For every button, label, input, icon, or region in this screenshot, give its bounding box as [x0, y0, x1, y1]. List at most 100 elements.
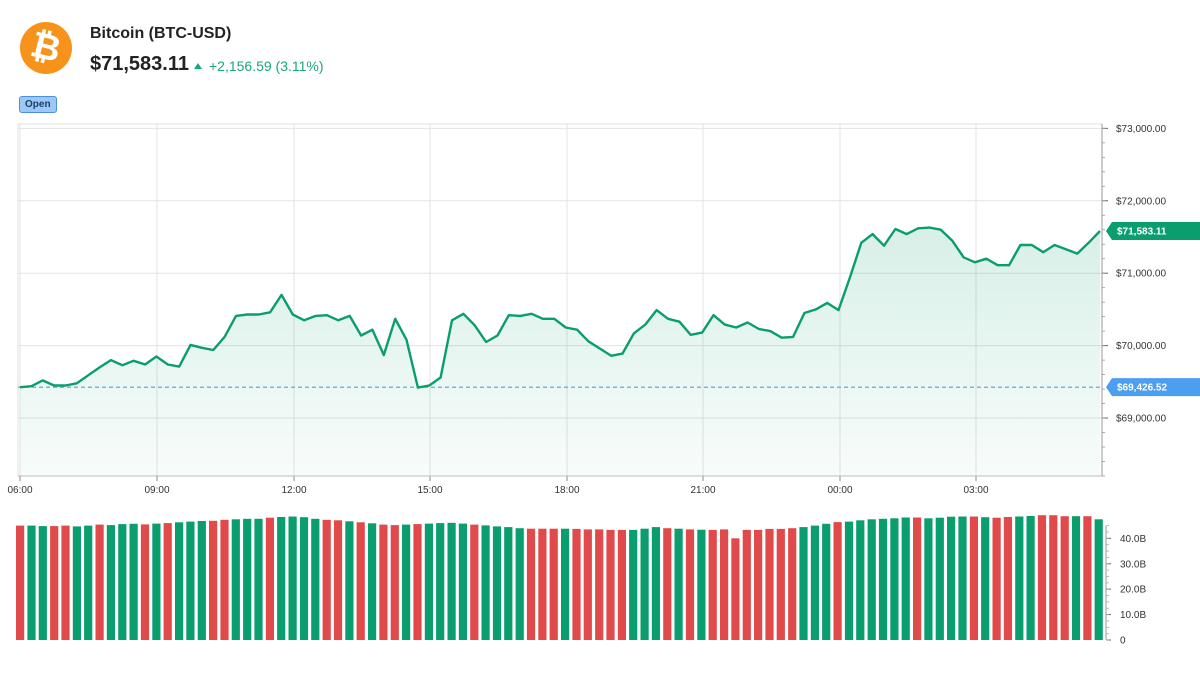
- volume-bar: [333, 520, 343, 640]
- volume-bar: [175, 522, 184, 640]
- volume-tick-label: 30.0B: [1120, 559, 1146, 570]
- volume-bar: [833, 522, 842, 640]
- volume-bar: [390, 525, 399, 640]
- volume-bar: [197, 521, 206, 640]
- volume-bar: [810, 525, 819, 640]
- volume-bar: [754, 529, 763, 640]
- volume-bar: [856, 520, 865, 640]
- volume-bar: [140, 524, 150, 640]
- volume-bar: [152, 523, 161, 640]
- volume-bar: [651, 527, 660, 640]
- volume-bar: [731, 538, 740, 640]
- volume-bar: [958, 516, 967, 640]
- volume-bar: [504, 527, 513, 640]
- volume-bar: [402, 524, 411, 640]
- baseline-price-tag-bg: [1106, 378, 1200, 397]
- x-tick-label: 03:00: [963, 485, 988, 496]
- volume-bar: [299, 517, 309, 640]
- volume-bar: [583, 529, 592, 640]
- y-tick-label: $73,000.00: [1116, 124, 1166, 135]
- volume-bar: [470, 524, 479, 640]
- up-triangle-icon: [194, 63, 202, 69]
- volume-bar: [1060, 516, 1069, 640]
- volume-bar: [515, 528, 524, 640]
- volume-bar: [1003, 517, 1012, 640]
- volume-bar: [640, 528, 649, 640]
- volume-bar: [969, 516, 978, 640]
- x-tick-label: 18:00: [554, 485, 579, 496]
- volume-bar: [685, 529, 695, 640]
- volume-bar: [992, 517, 1001, 640]
- volume-tick-label: 0: [1120, 636, 1126, 647]
- market-status-badge[interactable]: Open: [19, 96, 57, 113]
- volume-bar: [254, 518, 263, 640]
- volume-bar: [1049, 515, 1058, 640]
- volume-bar: [901, 517, 910, 640]
- volume-bar: [538, 528, 547, 640]
- y-tick-label: $71,000.00: [1116, 269, 1166, 280]
- volume-bar: [1037, 515, 1047, 640]
- x-tick-label: 06:00: [7, 485, 32, 496]
- last-price-tag-label: $71,583.11: [1117, 226, 1167, 237]
- volume-bar: [356, 522, 365, 640]
- volume-bar: [844, 521, 854, 640]
- volume-bar: [118, 524, 127, 640]
- volume-bar: [492, 526, 502, 640]
- volume-bar: [424, 523, 433, 640]
- volume-bars: 40.0B 30.0B 20.0B 10.0B 0: [16, 515, 1146, 647]
- volume-bar: [913, 517, 922, 640]
- volume-bar: [720, 529, 729, 640]
- volume-bar: [311, 518, 320, 640]
- volume-tick-label: 20.0B: [1120, 585, 1146, 596]
- volume-bar: [106, 525, 115, 640]
- volume-bar: [458, 523, 467, 640]
- axes: $73,000.00 $72,000.00 $71,000.00 $70,000.00…: [7, 124, 1166, 496]
- volume-bar: [220, 519, 229, 640]
- volume-bar: [368, 523, 377, 640]
- volume-bar: [129, 523, 138, 640]
- volume-bar: [947, 516, 956, 640]
- volume-bar: [50, 526, 59, 640]
- volume-bar: [322, 519, 331, 640]
- volume-bar: [561, 528, 570, 640]
- volume-bar: [436, 523, 445, 640]
- volume-bar: [981, 517, 990, 640]
- volume-bar: [186, 521, 195, 640]
- asset-title: Bitcoin (BTC-USD): [90, 25, 232, 42]
- volume-bar: [935, 517, 944, 640]
- volume-bar: [288, 516, 297, 640]
- volume-bar: [799, 527, 808, 640]
- volume-bar: [27, 525, 36, 640]
- x-tick-label: 09:00: [144, 485, 169, 496]
- volume-bar: [209, 520, 218, 640]
- volume-tick-label: 40.0B: [1120, 534, 1146, 545]
- volume-bar: [765, 528, 774, 640]
- volume-bar: [788, 528, 797, 640]
- volume-bar: [1015, 516, 1024, 640]
- current-price: $71,583.11: [90, 53, 189, 75]
- volume-bar: [674, 528, 683, 640]
- volume-bar: [629, 529, 638, 640]
- volume-bar: [231, 519, 240, 640]
- bitcoin-icon: ₿: [20, 22, 72, 74]
- volume-bar: [243, 518, 252, 640]
- volume-bar: [595, 529, 604, 640]
- x-tick-label: 15:00: [417, 485, 442, 496]
- volume-bar: [663, 528, 672, 640]
- volume-bar: [95, 524, 104, 640]
- volume-bar: [481, 525, 490, 640]
- volume-bar: [890, 518, 899, 640]
- volume-bar: [163, 523, 172, 640]
- volume-bar: [277, 517, 286, 640]
- volume-bar: [822, 523, 831, 640]
- volume-bar: [606, 529, 615, 640]
- volume-bar: [697, 529, 706, 640]
- volume-bar: [708, 529, 717, 640]
- y-tick-label: $72,000.00: [1116, 196, 1166, 207]
- x-tick-label: 21:00: [690, 485, 715, 496]
- volume-bar: [1083, 516, 1092, 640]
- volume-bar: [345, 521, 354, 640]
- volume-bar: [572, 528, 581, 640]
- volume-bar: [1026, 516, 1035, 640]
